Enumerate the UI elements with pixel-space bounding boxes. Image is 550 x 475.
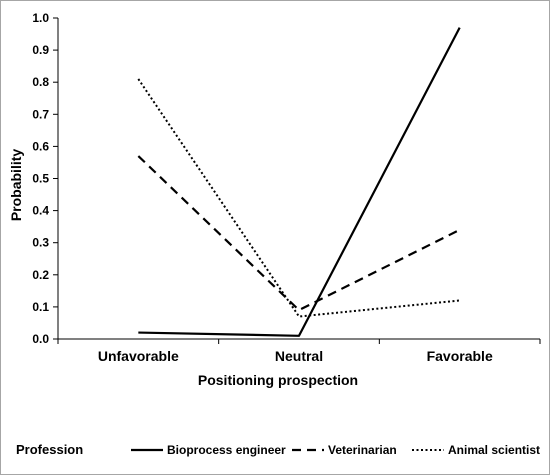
y-tick-label: 0.7: [32, 107, 49, 121]
y-tick-label: 1.0: [32, 11, 49, 25]
legend-label: Bioprocess engineer: [167, 443, 286, 457]
x-axis-title: Positioning prospection: [198, 372, 358, 388]
y-tick-label: 0.9: [32, 43, 49, 57]
y-tick-label: 0.8: [32, 75, 49, 89]
x-category-label: Unfavorable: [98, 348, 179, 364]
legend-label: Veterinarian: [328, 443, 397, 457]
y-tick-label: 0.2: [32, 268, 49, 282]
series-line-bioprocess-engineer: [138, 27, 461, 337]
legend-items: Bioprocess engineer Veterinarian Animal sc…: [131, 443, 540, 457]
series-line-veterinarian: [137, 155, 461, 312]
y-tick-label: 0.3: [32, 236, 49, 250]
x-category-label: Favorable: [427, 348, 493, 364]
series-lines: [137, 27, 461, 337]
legend-label: Animal scientist: [448, 443, 540, 457]
y-tick-label: 0.1: [32, 300, 49, 314]
series-line-animal-scientist: [137, 78, 460, 318]
legend-item: Animal scientist: [412, 443, 540, 457]
x-category-labels: Unfavorable Neutral Favorable: [98, 348, 493, 364]
x-category-label: Neutral: [275, 348, 323, 364]
y-tick-label: 0.4: [32, 204, 49, 218]
y-tick-label: 0.5: [32, 172, 49, 186]
y-tick-label: 0.6: [32, 139, 49, 153]
y-tick-label: 0.0: [32, 332, 49, 346]
legend: Profession Bioprocess engineer Veterinari…: [16, 442, 540, 457]
legend-item: Bioprocess engineer: [131, 443, 286, 457]
legend-item: Veterinarian: [292, 443, 397, 457]
y-tick-labels: 0.0 0.1 0.2 0.3 0.4 0.5 0.6 0.7 0.8 0.9 1.0: [32, 11, 49, 346]
y-axis-title: Probability: [8, 149, 24, 222]
axes: [53, 17, 541, 344]
legend-title: Profession: [16, 442, 83, 457]
